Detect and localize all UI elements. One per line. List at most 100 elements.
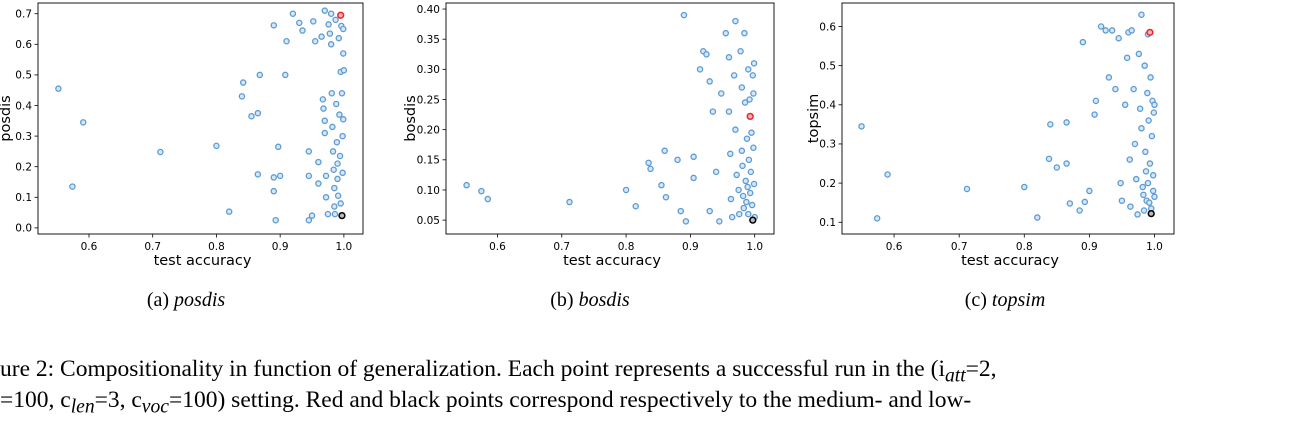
data-point <box>725 108 733 115</box>
y-tick-label: 0.7 <box>15 9 32 21</box>
y-tick-label: 0.0 <box>15 223 32 235</box>
data-point <box>727 195 735 203</box>
data-point <box>718 90 725 97</box>
x-tick-label: 1.0 <box>746 241 763 253</box>
data-point <box>1127 203 1134 210</box>
data-point <box>305 148 313 155</box>
x-tick-label: 0.8 <box>618 241 635 253</box>
data-point <box>225 208 233 215</box>
data-point <box>736 210 743 218</box>
data-point <box>333 138 341 146</box>
y-tick-label: 0.4 <box>15 100 32 112</box>
data-point <box>463 181 470 189</box>
data-point <box>305 172 313 180</box>
y-tick-label: 0.20 <box>417 124 440 136</box>
data-point <box>1097 23 1105 30</box>
data-point <box>289 10 297 17</box>
subcaption: (b) bosdis <box>550 289 630 311</box>
data-point <box>305 216 313 224</box>
data-point <box>1081 198 1089 206</box>
data-point <box>1079 38 1087 46</box>
data-point <box>326 30 334 37</box>
data-point <box>728 213 736 221</box>
y-tick-label: 0.25 <box>417 94 440 106</box>
data-point <box>748 129 755 136</box>
data-point <box>478 187 485 195</box>
x-tick-label: 1.0 <box>336 241 353 253</box>
axes-frame <box>37 2 364 235</box>
y-tick-label: 0.3 <box>15 131 32 143</box>
data-point <box>1021 183 1028 191</box>
data-point <box>662 193 670 201</box>
data-point <box>709 108 717 115</box>
data-point <box>254 109 262 117</box>
y-tick-label: 0.05 <box>417 215 440 227</box>
data-point <box>1076 207 1083 214</box>
y-tick-label: 0.5 <box>819 60 836 72</box>
data-point <box>1142 168 1150 175</box>
data-point <box>733 171 740 179</box>
data-point <box>331 184 338 192</box>
y-axis-label: topsim <box>806 94 822 143</box>
data-point <box>238 93 246 100</box>
subcaption: (c) topsim <box>965 289 1046 311</box>
data-point <box>1144 89 1151 97</box>
data-point <box>1139 183 1147 191</box>
data-point <box>1140 207 1148 214</box>
data-point <box>858 123 865 130</box>
data-point <box>340 67 348 74</box>
data-point <box>339 169 346 177</box>
subcaption: (a) posdis <box>147 289 226 311</box>
y-tick-label: 0.5 <box>15 70 32 82</box>
axes-frame <box>445 2 775 235</box>
x-axis-label: test accuracy <box>961 253 1059 269</box>
data-point <box>1141 62 1148 69</box>
x-tick-label: 0.6 <box>886 241 903 253</box>
data-point <box>744 183 751 191</box>
data-point <box>321 129 329 137</box>
y-tick-label: 0.10 <box>417 185 440 197</box>
data-point <box>1063 119 1070 126</box>
data-point <box>55 85 62 92</box>
data-point <box>1045 155 1053 163</box>
data-point <box>270 174 278 181</box>
x-axis-label: test accuracy <box>563 253 661 269</box>
data-point <box>310 18 317 25</box>
data-point <box>745 156 753 164</box>
data-point <box>213 142 220 150</box>
x-tick-label: 0.9 <box>1081 241 1098 253</box>
x-tick-label: 0.6 <box>489 241 506 253</box>
x-tick-label: 1.0 <box>1146 241 1163 253</box>
data-point <box>1047 121 1054 128</box>
data-point <box>1148 132 1156 140</box>
data-point <box>1105 74 1113 81</box>
data-point <box>321 7 329 14</box>
data-point <box>321 117 329 125</box>
data-point <box>324 210 332 218</box>
data-point <box>1128 27 1135 34</box>
data-point <box>299 27 306 34</box>
data-point <box>331 210 339 218</box>
data-point <box>746 189 754 197</box>
data-points <box>858 11 1158 222</box>
data-point <box>319 96 327 103</box>
data-point <box>1149 172 1157 179</box>
data-point <box>722 29 730 37</box>
data-point <box>1140 191 1147 199</box>
subcaption-metric-name: bosdis <box>579 289 630 311</box>
data-point <box>748 201 756 209</box>
data-point <box>339 25 347 33</box>
data-point <box>254 171 262 178</box>
data-point <box>336 111 343 118</box>
data-point <box>329 123 336 131</box>
y-tick-label: 0.15 <box>417 155 440 167</box>
data-point <box>1147 74 1154 81</box>
y-tick-label: 0.6 <box>819 21 836 33</box>
y-tick-label: 0.2 <box>15 161 32 173</box>
data-point <box>661 147 668 155</box>
data-point <box>716 218 723 225</box>
data-point <box>742 177 749 185</box>
data-point <box>331 203 338 210</box>
data-point <box>334 175 341 183</box>
data-point <box>738 84 746 91</box>
